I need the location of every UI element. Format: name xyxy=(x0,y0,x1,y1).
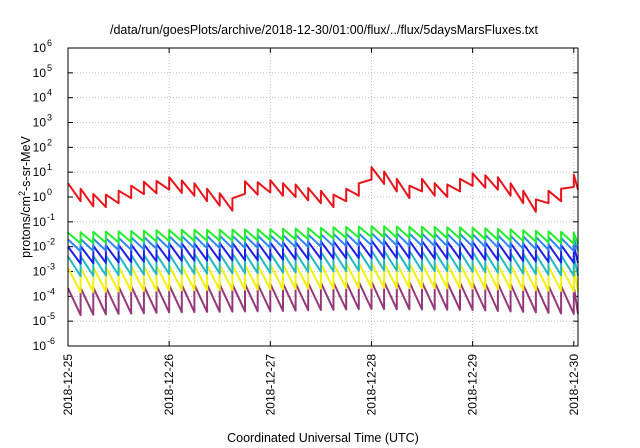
y-tick-label: 10-6 xyxy=(33,336,55,353)
y-tick-label-exp: 3 xyxy=(47,113,52,123)
y-tick-label-base: 10 xyxy=(33,140,47,154)
y-tick-label: 101 xyxy=(33,162,52,179)
y-axis-label-base: protons/cm xyxy=(19,196,33,258)
y-tick-label: 104 xyxy=(33,88,52,105)
y-tick-label: 106 xyxy=(33,38,52,55)
y-tick-label: 10-4 xyxy=(33,286,55,303)
y-tick-label: 100 xyxy=(33,187,52,204)
y-tick-label: 10-1 xyxy=(33,212,55,229)
y-tick-label-base: 10 xyxy=(33,215,47,229)
series-layer xyxy=(67,166,579,317)
y-tick-label-base: 10 xyxy=(33,265,47,279)
y-tick-label-exp: -2 xyxy=(47,237,55,247)
y-tick-label-exp: 2 xyxy=(47,137,52,147)
y-tick-label-base: 10 xyxy=(33,190,47,204)
x-tick-label: 2018-12-30 xyxy=(567,354,581,416)
y-tick-label-exp: -5 xyxy=(47,311,55,321)
y-tick-labels: 10610510410310210110010-110-210-310-410-… xyxy=(33,38,55,353)
y-tick-label: 10-5 xyxy=(33,311,55,328)
flux-series-line xyxy=(67,166,579,213)
x-tick-labels: 2018-12-25 2018-12-26 2018-12-27 2018-12-28… xyxy=(61,354,581,416)
y-tick-label-exp: 0 xyxy=(47,187,52,197)
y-axis-label-sup: 2 xyxy=(17,191,27,196)
x-axis-label: Coordinated Universal Time (UTC) xyxy=(227,431,419,445)
y-axis-label: protons/cm2-s-sr-MeV xyxy=(17,135,33,257)
chart-title: /data/run/goesPlots/archive/2018-12-30/0… xyxy=(110,23,539,37)
flux-series-line xyxy=(67,261,579,294)
y-tick-label-exp: -1 xyxy=(47,212,55,222)
y-tick-label-base: 10 xyxy=(33,314,47,328)
y-tick-label-base: 10 xyxy=(33,116,47,130)
y-tick-label-base: 10 xyxy=(33,66,47,80)
y-axis-label-rest: -s-sr-MeV xyxy=(19,135,33,191)
x-tick-label: 2018-12-25 xyxy=(61,354,75,416)
flux-series-line xyxy=(67,280,579,317)
y-tick-label: 103 xyxy=(33,113,52,130)
flux-series-line xyxy=(67,232,579,253)
flux-series-line xyxy=(67,249,579,278)
x-tick-label: 2018-12-27 xyxy=(263,354,277,416)
y-tick-label-exp: 6 xyxy=(47,38,52,48)
y-tick-label-base: 10 xyxy=(33,240,47,254)
flux-series-line xyxy=(67,225,579,245)
y-tick-label-exp: 1 xyxy=(47,162,52,172)
y-tick-label-base: 10 xyxy=(33,289,47,303)
grid-layer xyxy=(67,47,578,347)
y-tick-label: 105 xyxy=(33,63,52,80)
y-tick-label-exp: -3 xyxy=(47,262,55,272)
y-tick-label: 10-3 xyxy=(33,262,55,279)
y-tick-label-base: 10 xyxy=(33,165,47,179)
y-tick-label-base: 10 xyxy=(33,339,47,353)
x-tick-label: 2018-12-26 xyxy=(162,354,176,416)
y-tick-label: 10-2 xyxy=(33,237,55,254)
y-tick-label-exp: -4 xyxy=(47,286,55,296)
y-tick-label-exp: 4 xyxy=(47,88,52,98)
y-tick-label-exp: 5 xyxy=(47,63,52,73)
x-tick-label: 2018-12-28 xyxy=(364,354,378,416)
y-tick-label-exp: -6 xyxy=(47,336,55,346)
y-tick-label: 102 xyxy=(33,137,52,154)
flux-series-line xyxy=(67,239,579,265)
plot-frame xyxy=(67,47,579,347)
x-tick-label: 2018-12-29 xyxy=(466,354,480,416)
y-tick-label-base: 10 xyxy=(33,91,47,105)
y-tick-label-base: 10 xyxy=(33,41,47,55)
